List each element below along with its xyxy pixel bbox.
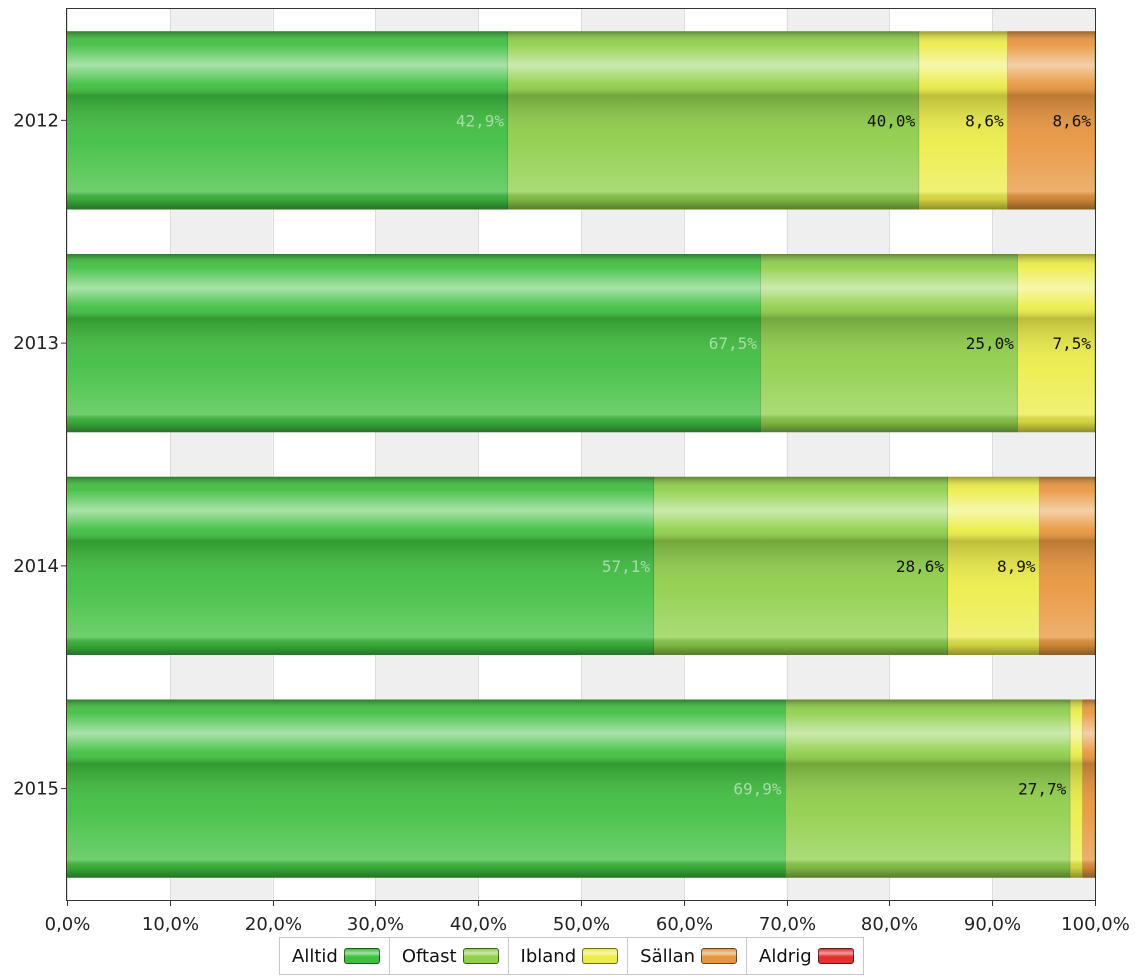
y-tick-label: 2012	[13, 110, 59, 131]
data-label-ibland: 7,5%	[1052, 334, 1091, 353]
x-tick-label: 0,0%	[45, 914, 91, 935]
data-label-ibland: 8,9%	[997, 557, 1036, 576]
bar-gloss	[919, 31, 1008, 210]
legend-label: Alltid	[292, 945, 338, 967]
legend-item-oftast[interactable]: Oftast	[390, 938, 509, 974]
data-label-alltid: 42,9%	[456, 111, 505, 130]
bar-gloss	[1039, 476, 1095, 655]
x-tick-label: 30,0%	[347, 914, 404, 935]
x-tick-label: 50,0%	[553, 914, 610, 935]
bars	[67, 31, 1096, 878]
data-label-alltid: 67,5%	[709, 334, 758, 353]
bar-gloss	[67, 699, 786, 878]
x-tick-label: 70,0%	[759, 914, 816, 935]
bar-gloss	[67, 476, 654, 655]
bar-gloss	[67, 254, 761, 433]
legend-swatch	[462, 948, 499, 964]
bar-gloss	[947, 476, 1040, 655]
y-tick-label: 2014	[13, 556, 59, 577]
bar-gloss	[653, 476, 948, 655]
bar-gloss	[1017, 254, 1095, 433]
data-label-s-llan: 8,6%	[1052, 111, 1091, 130]
legend-swatch	[701, 948, 738, 964]
x-tick-label: 80,0%	[861, 914, 918, 935]
legend-label: Ibland	[520, 945, 577, 967]
bar-gloss	[1082, 699, 1095, 878]
bar-gloss	[760, 254, 1018, 433]
bar-gloss	[67, 31, 509, 210]
legend-label: Oftast	[401, 945, 457, 967]
x-tick-label: 90,0%	[964, 914, 1021, 935]
x-tick-label: 10,0%	[142, 914, 199, 935]
data-label-alltid: 57,1%	[602, 557, 651, 576]
data-label-ibland: 8,6%	[965, 111, 1004, 130]
data-label-oftast: 25,0%	[966, 334, 1015, 353]
legend-item-ibland[interactable]: Ibland	[509, 938, 629, 974]
data-label-oftast: 27,7%	[1018, 780, 1067, 799]
legend-label: Sällan	[640, 945, 696, 967]
legend-swatch	[582, 948, 619, 964]
stacked-bar-chart: 42,9% 40,0% 8,6% 8,6% 67,5% 25,0% 7,5% 57,1% 28,…	[13, 8, 1130, 935]
legend-item-s-llan[interactable]: Sällan	[628, 938, 748, 974]
axes: 2012 2013 2014 2015 0,0% 10,0% 20,0% 30,0% 40,0%…	[13, 110, 1130, 935]
bar-gloss	[785, 699, 1071, 878]
bar-gloss	[508, 31, 920, 210]
y-tick-label: 2013	[13, 333, 59, 354]
x-tick-label: 40,0%	[450, 914, 507, 935]
x-tick-label: 100,0%	[1061, 914, 1130, 935]
data-labels: 42,9% 40,0% 8,6% 8,6% 67,5% 25,0% 7,5% 57,1% 28,…	[456, 111, 1092, 798]
data-label-oftast: 28,6%	[896, 557, 945, 576]
legend-item-aldrig[interactable]: Aldrig	[747, 938, 863, 974]
bar-gloss	[1070, 699, 1083, 878]
data-label-alltid: 69,9%	[733, 780, 782, 799]
legend-swatch	[343, 948, 380, 964]
y-tick-label: 2015	[13, 779, 59, 800]
legend-item-alltid[interactable]: Alltid	[280, 938, 390, 974]
data-label-oftast: 40,0%	[867, 111, 916, 130]
bar-gloss	[1007, 31, 1095, 210]
legend-label: Aldrig	[759, 945, 812, 967]
x-tick-label: 60,0%	[656, 914, 713, 935]
x-tick-label: 20,0%	[245, 914, 302, 935]
legend-swatch	[817, 948, 854, 964]
legend: Alltid Oftast Ibland Sällan Aldrig	[279, 937, 864, 975]
